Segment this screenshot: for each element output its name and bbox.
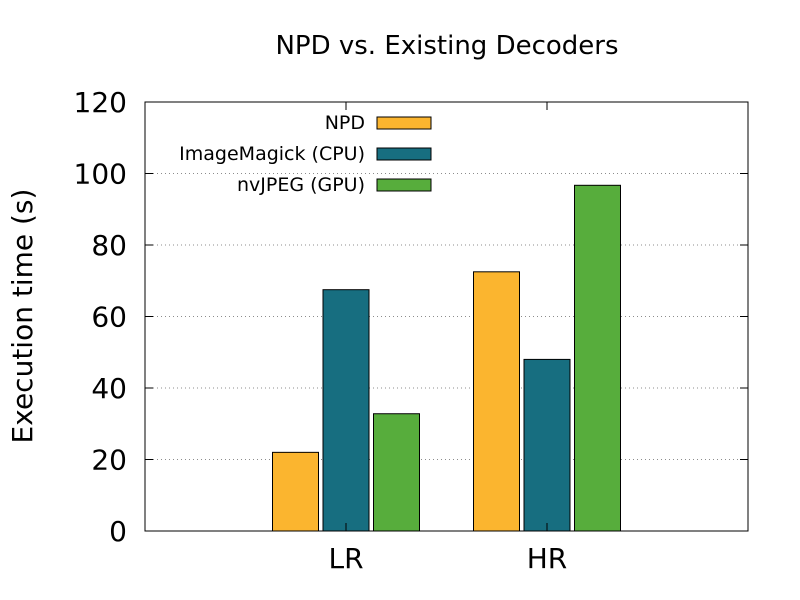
bar-hr-2 (523, 358, 571, 532)
y-tick-label: 60 (91, 301, 127, 334)
legend-swatch-1 (376, 116, 432, 130)
bar-lr-3 (373, 413, 420, 532)
y-tick-label: 100 (74, 158, 127, 191)
legend-label: ImageMagick (CPU) (179, 143, 365, 165)
axis-ticks: 0 20 40 60 80 100 120 LR HR (74, 86, 748, 575)
chart-title: NPD vs. Existing Decoders (275, 31, 618, 61)
bar-lr-1 (272, 451, 319, 532)
y-tick-label: 20 (91, 444, 127, 477)
bar-hr-1 (473, 271, 520, 532)
y-axis-label: Execution time (s) (6, 189, 39, 444)
gridlines (145, 173, 748, 460)
legend-swatch-3 (376, 178, 432, 192)
bar-hr-3 (574, 184, 621, 532)
bar-lr-2 (322, 289, 370, 532)
y-tick-label: 0 (109, 515, 127, 548)
bars (272, 184, 621, 532)
y-tick-label: 120 (74, 86, 127, 119)
legend-label: nvJPEG (GPU) (237, 174, 365, 196)
plot-frame (144, 101, 749, 532)
x-tick-label: LR (328, 542, 363, 575)
y-tick-label: 80 (91, 229, 127, 262)
legend-label: NPD (325, 112, 365, 134)
x-tick-label: HR (527, 542, 568, 575)
legend: NPD ImageMagick (CPU) nvJPEG (GPU) (179, 112, 432, 196)
legend-swatch-2 (376, 147, 432, 161)
y-tick-label: 40 (91, 372, 127, 405)
